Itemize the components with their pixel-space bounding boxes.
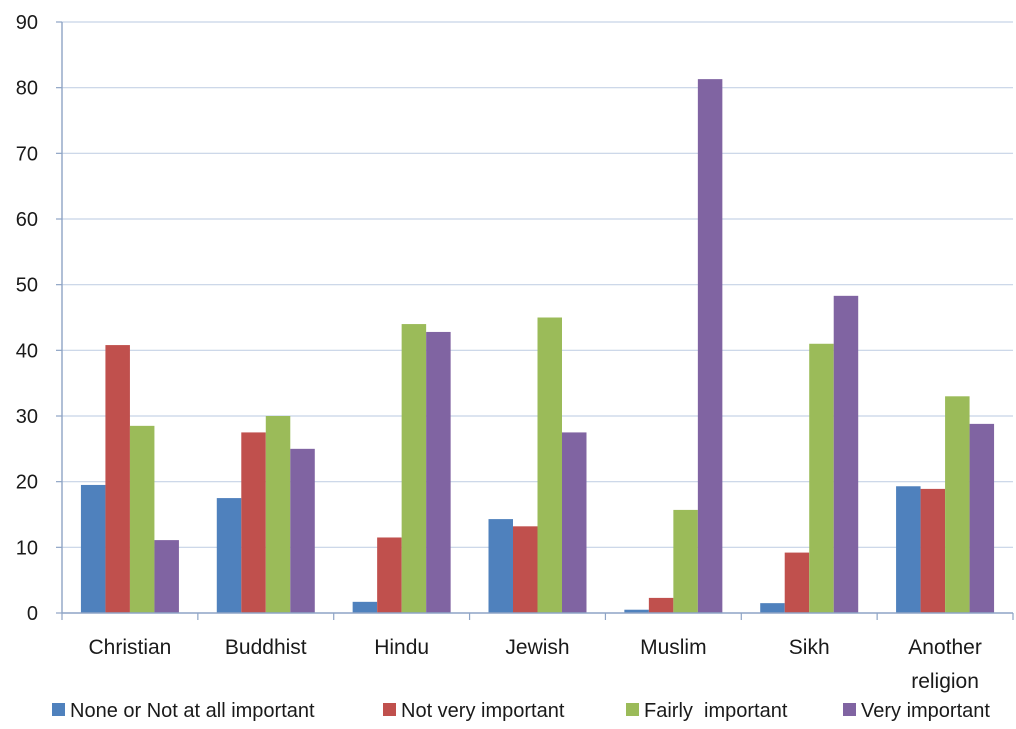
- bar-muslim-series-3: [697, 79, 723, 613]
- bar-jewish-series-2: [537, 317, 562, 613]
- legend-swatch: [626, 703, 639, 716]
- y-tick-label: 40: [16, 340, 38, 362]
- gridlines: [62, 21, 1013, 548]
- legend-label: Very important: [861, 700, 990, 722]
- bar-buddhist-series-3: [290, 448, 315, 613]
- bars: [80, 79, 995, 613]
- bar-sikh-series-3: [833, 295, 859, 613]
- y-tick-label: 0: [27, 603, 38, 625]
- x-category-label: Another: [908, 636, 982, 659]
- legend-swatch: [383, 703, 396, 716]
- bar-another-religion-series-1: [920, 488, 946, 613]
- y-tick-label: 70: [16, 143, 38, 165]
- bar-another-religion-series-0: [896, 486, 921, 613]
- bar-muslim-series-1: [648, 597, 674, 613]
- bar-sikh-series-1: [784, 552, 810, 613]
- x-category-label: Buddhist: [225, 636, 307, 659]
- bar-muslim-series-2: [673, 509, 698, 613]
- bar-christian-series-1: [105, 345, 130, 613]
- bar-christian-series-0: [80, 484, 106, 613]
- legend-label: Fairly important: [644, 700, 788, 722]
- y-tick-label: 20: [16, 472, 38, 494]
- x-category-label: Hindu: [374, 636, 429, 659]
- x-axis-labels: Christian Buddhist Hindu Jewish Muslim Sikh An…: [88, 636, 981, 693]
- bar-hindu-series-0: [352, 601, 378, 613]
- legend-swatch: [843, 703, 856, 716]
- legend-label: Not very important: [401, 700, 565, 722]
- bar-hindu-series-1: [377, 537, 402, 613]
- x-category-label: Christian: [88, 636, 171, 659]
- bar-buddhist-series-1: [241, 432, 266, 613]
- x-category-label: Muslim: [640, 636, 707, 659]
- y-tick-label: 90: [16, 12, 38, 34]
- legend-label: None or Not at all important: [70, 700, 315, 722]
- legend: None or Not at all important Not very imp…: [52, 700, 990, 722]
- bar-christian-series-2: [129, 425, 155, 613]
- bar-buddhist-series-2: [265, 416, 291, 613]
- bar-sikh-series-2: [809, 343, 834, 613]
- bar-hindu-series-3: [426, 331, 451, 613]
- x-category-label: Sikh: [789, 636, 830, 659]
- bar-another-religion-series-3: [969, 423, 995, 613]
- y-tick-label: 60: [16, 209, 38, 231]
- y-tick-label: 30: [16, 406, 38, 428]
- legend-swatch: [52, 703, 65, 716]
- bar-another-religion-series-2: [945, 396, 970, 613]
- x-category-label: religion: [911, 670, 979, 693]
- bar-christian-series-3: [154, 540, 179, 613]
- x-category-label: Jewish: [505, 636, 569, 659]
- y-axis-ticks: 0 10 20 30 40 50 60 70 80 90: [16, 12, 62, 625]
- bar-muslim-series-0: [624, 609, 649, 613]
- bar-hindu-series-2: [401, 324, 427, 613]
- bar-jewish-series-3: [562, 432, 587, 613]
- y-tick-label: 80: [16, 78, 38, 100]
- bar-jewish-series-1: [513, 526, 538, 613]
- bar-jewish-series-0: [488, 519, 513, 613]
- y-tick-label: 10: [16, 537, 38, 559]
- bar-buddhist-series-0: [216, 498, 242, 613]
- bar-sikh-series-0: [760, 603, 785, 613]
- axes: [61, 22, 1014, 620]
- y-tick-label: 50: [16, 275, 38, 297]
